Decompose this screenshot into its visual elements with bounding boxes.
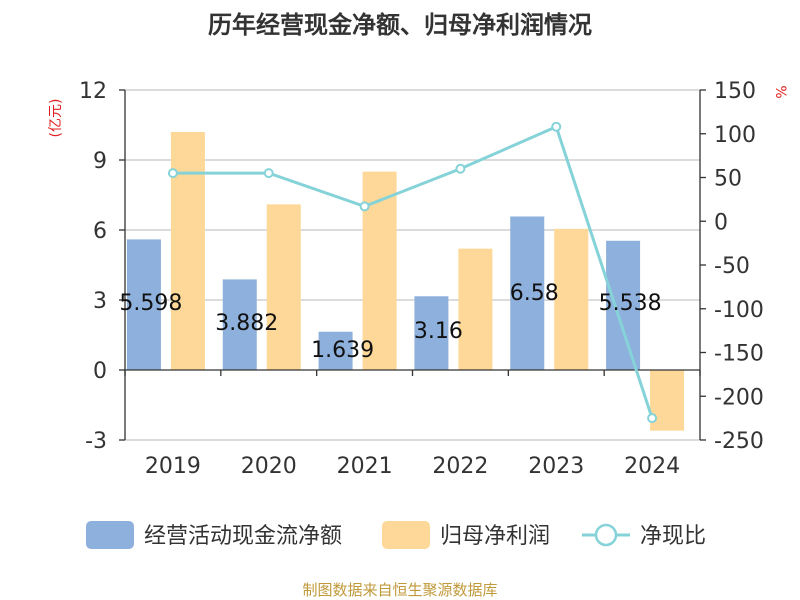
right-tick-label: -50 — [714, 254, 750, 279]
x-tick-label: 2020 — [241, 454, 297, 479]
x-tick-label: 2024 — [624, 454, 680, 479]
bar-profit — [170, 132, 205, 370]
legend-swatch-profit — [382, 521, 430, 549]
legend-swatch-cashflow — [86, 521, 134, 549]
legend: 经营活动现金流净额 归母净利润 净现比 — [86, 521, 706, 549]
bar-cashflow — [126, 239, 161, 370]
chart-title: 历年经营现金净额、归母净利润情况 — [208, 11, 592, 39]
bar-cashflow — [510, 216, 545, 370]
data-label: 3.882 — [215, 311, 278, 336]
legend-item-cashflow[interactable]: 经营活动现金流净额 — [86, 521, 342, 549]
right-tick-label: 0 — [714, 210, 728, 235]
data-labels: 5.598 3.882 1.639 3.16 6.58 5.538 — [119, 281, 661, 363]
legend-item-profit[interactable]: 归母净利润 — [382, 521, 550, 549]
data-label: 5.538 — [599, 291, 662, 316]
bar-cashflow — [222, 279, 257, 370]
ratio-point — [647, 413, 658, 424]
left-tick-label: -3 — [85, 429, 107, 454]
right-tick-label: 50 — [714, 167, 742, 192]
x-tick-label: 2021 — [337, 454, 393, 479]
x-tick-label: 2019 — [145, 454, 201, 479]
left-tick-label: 3 — [93, 289, 107, 314]
bar-profit — [266, 204, 301, 370]
bar-profit — [554, 228, 589, 370]
right-axis-unit: % — [772, 85, 788, 98]
ratio-point — [167, 168, 178, 179]
ratio-line — [167, 121, 658, 424]
legend-label-profit: 归母净利润 — [440, 524, 550, 549]
bar-cashflow — [414, 296, 449, 370]
data-label: 1.639 — [311, 338, 374, 363]
legend-label-ratio: 净现比 — [640, 524, 706, 549]
bar-profit — [458, 248, 493, 370]
data-label: 6.58 — [510, 281, 559, 306]
right-tick-label: -250 — [714, 429, 764, 454]
left-tick-label: 0 — [93, 359, 107, 384]
right-tick-label: 100 — [714, 123, 756, 148]
ratio-point — [263, 168, 274, 179]
source-note: 制图数据来自恒生聚源数据库 — [302, 581, 497, 599]
right-tick-label: -100 — [714, 298, 764, 323]
axes — [119, 89, 706, 441]
legend-marker-ratio — [594, 523, 618, 547]
left-tick-label: 12 — [79, 79, 107, 104]
legend-label-cashflow: 经营活动现金流净额 — [144, 524, 342, 549]
grid-lines — [125, 89, 700, 441]
data-label: 3.16 — [414, 319, 463, 344]
ratio-point — [551, 121, 562, 132]
bar-cashflow — [606, 240, 641, 370]
data-label: 5.598 — [119, 291, 182, 316]
left-axis-unit: (亿元) — [48, 99, 64, 138]
tick-labels: -3 0 3 6 9 12 -250 -200 -150 -100 -50 0 50 100 150 2019… — [79, 79, 764, 479]
bars — [126, 132, 685, 431]
ratio-series-line — [172, 124, 654, 419]
right-tick-label: -150 — [714, 342, 764, 367]
ratio-point — [359, 201, 370, 212]
x-tick-label: 2022 — [432, 454, 488, 479]
left-tick-label: 9 — [93, 149, 107, 174]
bar-cashflow — [318, 331, 353, 370]
right-tick-label: -200 — [714, 385, 764, 410]
x-tick-label: 2023 — [528, 454, 584, 479]
legend-item-ratio[interactable]: 净现比 — [582, 523, 706, 549]
right-tick-label: 150 — [714, 79, 756, 104]
left-tick-label: 6 — [93, 219, 107, 244]
ratio-point — [455, 163, 466, 174]
